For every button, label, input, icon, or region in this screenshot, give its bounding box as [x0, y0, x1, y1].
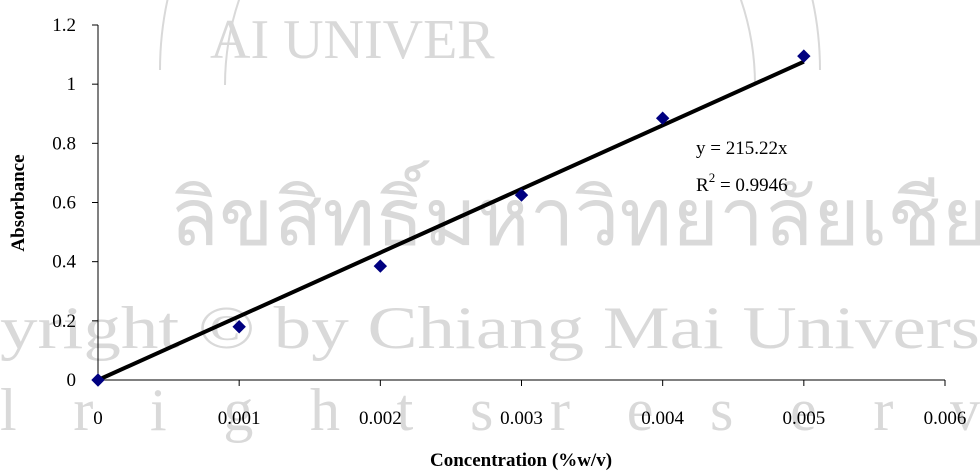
x-tick-label: 0.001 [218, 408, 261, 429]
x-tick-label: 0.003 [500, 408, 543, 429]
y-axis-title: Absorbance [8, 154, 29, 251]
x-ticks: 0 0.001 0.002 0.003 0.004 0.005 0.006 [93, 380, 966, 429]
y-tick-label: 0.4 [52, 252, 76, 273]
trendline-r-squared: R2 = 0.9946 [696, 170, 788, 196]
y-tick-label: 1.2 [52, 15, 76, 36]
y-tick-label: 0 [67, 370, 77, 391]
y-tick-label: 0.8 [52, 133, 76, 154]
y-tick-label: 0.2 [52, 311, 76, 332]
data-point [797, 49, 811, 63]
trendline [97, 59, 805, 382]
watermark: AI UNIVER ลิขสิทธิ์มหาวิทยาลัยเชียงใ yri… [0, 0, 980, 443]
data-point [514, 188, 529, 202]
trendline-equation: y = 215.22x [696, 138, 788, 159]
x-tick-label: 0.006 [924, 408, 967, 429]
y-tick-label: 0.6 [52, 193, 76, 214]
data-point [91, 373, 105, 387]
r2-superscript: 2 [709, 170, 716, 185]
data-points [91, 49, 811, 387]
watermark-thai-text: ลิขสิทธิ์มหาวิทยาลัยเชียงใ [170, 160, 980, 263]
r2-value: = 0.9946 [715, 175, 787, 196]
x-tick-label: 0.002 [359, 408, 402, 429]
data-point [232, 320, 246, 334]
data-point [373, 259, 388, 273]
x-tick-label: 0.005 [782, 408, 825, 429]
r2-prefix: R [696, 175, 709, 196]
y-ticks: 0 0.2 0.4 0.6 0.8 1 1.2 [52, 15, 98, 391]
x-tick-label: 0.004 [641, 408, 684, 429]
x-axis-title: Concentration (%w/v) [430, 450, 612, 471]
y-tick-label: 1 [67, 74, 77, 95]
x-tick-label: 0 [93, 408, 103, 429]
data-point [655, 111, 670, 125]
watermark-copyright-text: yright © by Chiang Mai Univers [0, 295, 980, 361]
watermark-arc-text: AI UNIVER [210, 9, 495, 71]
watermark-rights-text: l r i g h t s r e s e r v [0, 377, 980, 443]
